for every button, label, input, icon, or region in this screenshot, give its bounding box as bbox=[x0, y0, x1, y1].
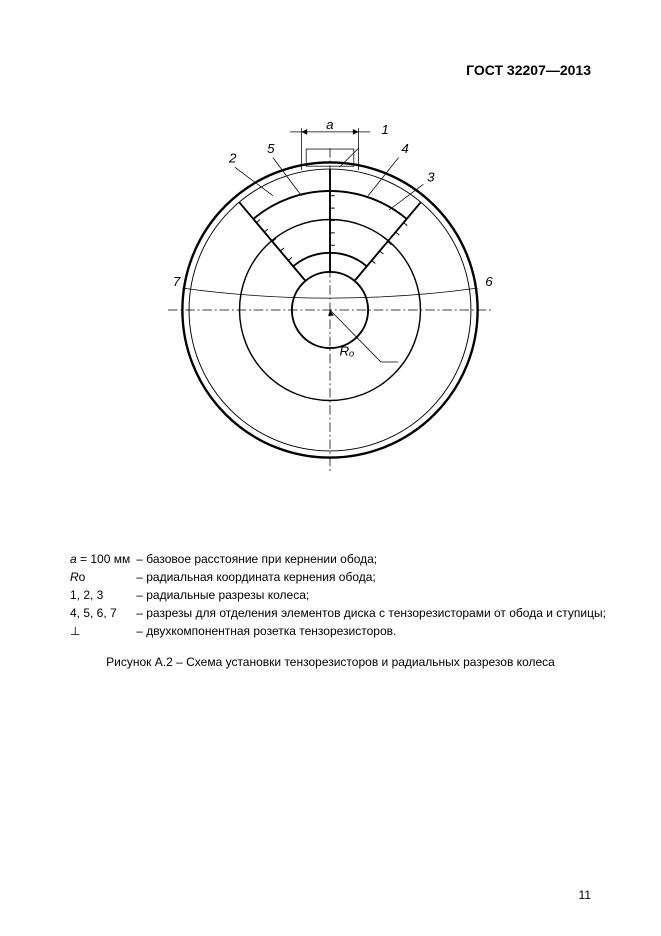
legend-symbol: 1, 2, 3 bbox=[70, 586, 136, 604]
legend-desc: – радиальная координата кернения обода; bbox=[136, 568, 612, 586]
wheel-diagram: 1 2 3 4 5 6 7 а Rₒ bbox=[130, 110, 530, 510]
legend-desc: – радиальные разрезы колеса; bbox=[136, 586, 612, 604]
doc-header: ГОСТ 32207—2013 bbox=[466, 62, 591, 78]
legend-desc: – разрезы для отделения элементов диска … bbox=[136, 604, 612, 622]
svg-text:4: 4 bbox=[401, 141, 408, 156]
svg-text:5: 5 bbox=[267, 141, 275, 156]
svg-text:6: 6 bbox=[485, 274, 493, 289]
figure-legend: а = 100 мм– базовое расстояние при керне… bbox=[70, 550, 612, 640]
legend-desc: – двухкомпонентная розетка тензорезистор… bbox=[136, 622, 612, 640]
svg-text:2: 2 bbox=[228, 150, 237, 165]
svg-text:7: 7 bbox=[173, 274, 181, 289]
svg-text:1: 1 bbox=[381, 122, 388, 137]
svg-text:Rₒ: Rₒ bbox=[340, 344, 355, 359]
legend-symbol: а = 100 мм bbox=[70, 550, 136, 568]
legend-symbol: 4, 5, 6, 7 bbox=[70, 604, 136, 622]
legend-symbol: ⊥ bbox=[70, 622, 136, 640]
svg-text:3: 3 bbox=[427, 169, 435, 184]
legend-desc: – базовое расстояние при кернении обода; bbox=[136, 550, 612, 568]
page-number: 11 bbox=[579, 888, 591, 902]
legend-symbol: Ro bbox=[70, 568, 136, 586]
svg-text:а: а bbox=[326, 117, 333, 132]
figure-caption: Рисунок А.2 – Схема установки тензорезис… bbox=[0, 655, 661, 669]
